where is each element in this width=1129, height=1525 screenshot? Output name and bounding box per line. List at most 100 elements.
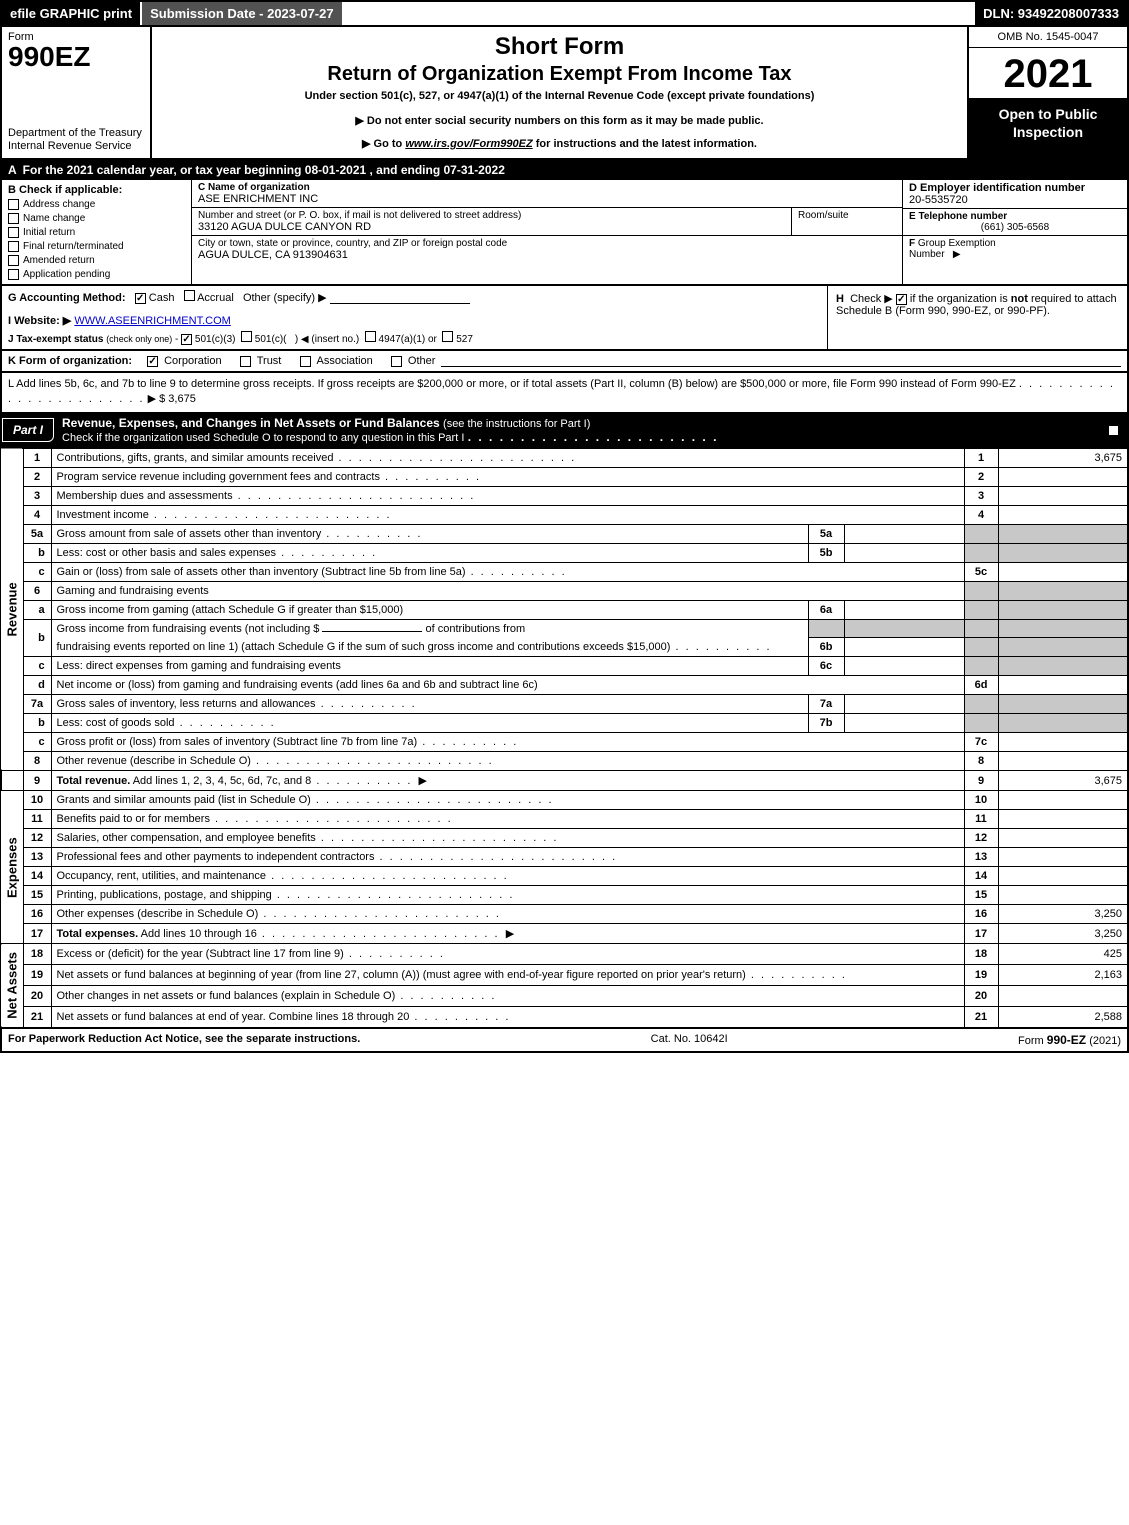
ein-row: D Employer identification number 20-5535… [903, 180, 1127, 209]
room-cell: Room/suite [792, 208, 902, 235]
checkbox-icon [8, 227, 19, 238]
side-label-expenses: Expenses [1, 791, 23, 944]
return-title: Return of Organization Exempt From Incom… [160, 63, 959, 86]
city-value: AGUA DULCE, CA 913904631 [198, 249, 896, 261]
j-row: J Tax-exempt status (check only one) - 5… [8, 331, 821, 345]
checkbox-icon [391, 356, 402, 367]
part-i-title: Revenue, Expenses, and Changes in Net As… [54, 412, 1108, 448]
chk-amended-return[interactable]: Amended return [8, 255, 185, 266]
l-text: L Add lines 5b, 6c, and 7b to line 9 to … [8, 378, 1016, 390]
line-9: 9 Total revenue. Add lines 1, 2, 3, 4, 5… [1, 771, 1128, 791]
b-label: B Check if applicable: [8, 184, 185, 196]
line-20: 20 Other changes in net assets or fund b… [1, 986, 1128, 1007]
side-label-revenue: Revenue [1, 448, 23, 771]
part-i-table: Revenue 1 Contributions, gifts, grants, … [0, 448, 1129, 1028]
footer-right: Form 990-EZ (2021) [1018, 1033, 1121, 1047]
checkbox-icon [8, 255, 19, 266]
line-2: 2 Program service revenue including gove… [1, 467, 1128, 486]
line-1: Revenue 1 Contributions, gifts, grants, … [1, 448, 1128, 467]
room-label: Room/suite [798, 210, 896, 221]
checkbox-icon [896, 294, 907, 305]
line-5a: 5a Gross amount from sale of assets othe… [1, 524, 1128, 543]
h-row: H Check ▶ if the organization is not req… [827, 286, 1127, 349]
form-header: Form 990EZ Department of the Treasury In… [0, 25, 1129, 160]
website-link[interactable]: WWW.ASEENRICHMENT.COM [74, 315, 230, 327]
chk-initial-return[interactable]: Initial return [8, 227, 185, 238]
city-label: City or town, state or province, country… [198, 238, 896, 249]
line-14: 14 Occupancy, rent, utilities, and maint… [1, 867, 1128, 886]
omb-number: OMB No. 1545-0047 [969, 27, 1127, 48]
header-left: Form 990EZ Department of the Treasury In… [2, 27, 152, 158]
l-amount-label: ▶ $ [148, 393, 169, 405]
header-center: Short Form Return of Organization Exempt… [152, 27, 967, 158]
row-a-letter: A [8, 163, 17, 177]
ein-value: 20-5535720 [909, 194, 1121, 206]
checkbox-icon [8, 213, 19, 224]
group-exemption-label: F Group ExemptionNumber ▶ [909, 238, 1121, 260]
line-6a: a Gross income from gaming (attach Sched… [1, 600, 1128, 619]
efile-label[interactable]: efile GRAPHIC print [2, 2, 140, 25]
side-label-netassets: Net Assets [1, 944, 23, 1028]
row-a-text: For the 2021 calendar year, or tax year … [23, 163, 505, 177]
line-15: 15 Printing, publications, postage, and … [1, 886, 1128, 905]
line-5b: b Less: cost or other basis and sales ex… [1, 543, 1128, 562]
chk-final-return[interactable]: Final return/terminated [8, 241, 185, 252]
street-cell: Number and street (or P. O. box, if mail… [192, 208, 792, 235]
line-21: 21 Net assets or fund balances at end of… [1, 1007, 1128, 1028]
footer-left: For Paperwork Reduction Act Notice, see … [8, 1033, 360, 1047]
ein-label: D Employer identification number [909, 182, 1121, 194]
org-name-label: C Name of organization [198, 182, 896, 193]
line-4: 4 Investment income 4 [1, 505, 1128, 524]
line-7a: 7a Gross sales of inventory, less return… [1, 695, 1128, 714]
checkbox-icon [135, 293, 146, 304]
line-17: 17 Total expenses. Add lines 10 through … [1, 924, 1128, 944]
line-19: 19 Net assets or fund balances at beginn… [1, 965, 1128, 986]
line-18: Net Assets 18 Excess or (deficit) for th… [1, 944, 1128, 965]
part-i-schedule-o-check[interactable] [1108, 424, 1127, 436]
checkbox-icon [181, 334, 192, 345]
info-grid: B Check if applicable: Address change Na… [0, 180, 1129, 286]
line-6: 6 Gaming and fundraising events [1, 581, 1128, 600]
goto-text: ▶ Go to www.irs.gov/Form990EZ for instru… [160, 137, 959, 150]
checkbox-icon [1108, 425, 1119, 436]
checkbox-icon [147, 356, 158, 367]
chk-address-change[interactable]: Address change [8, 199, 185, 210]
chk-application-pending[interactable]: Application pending [8, 269, 185, 280]
city-row: City or town, state or province, country… [192, 236, 902, 284]
checkbox-icon [184, 290, 195, 301]
goto-link[interactable]: www.irs.gov/Form990EZ [405, 138, 532, 150]
g-row: G Accounting Method: Cash Accrual Other … [8, 290, 821, 304]
line-6b-2: fundraising events reported on line 1) (… [1, 638, 1128, 657]
checkbox-icon [8, 241, 19, 252]
line-16: 16 Other expenses (describe in Schedule … [1, 905, 1128, 924]
col-c: C Name of organization ASE ENRICHMENT IN… [192, 180, 902, 284]
submission-date: Submission Date - 2023-07-27 [140, 2, 342, 25]
i-row: I Website: ▶ WWW.ASEENRICHMENT.COM [8, 314, 821, 327]
phone-row: E Telephone number (661) 305-6568 [903, 209, 1127, 236]
line-6b-1: b Gross income from fundraising events (… [1, 619, 1128, 638]
phone-label: E Telephone number [909, 211, 1121, 222]
org-name-value: ASE ENRICHMENT INC [198, 193, 896, 205]
col-b: B Check if applicable: Address change Na… [2, 180, 192, 284]
mid-left: G Accounting Method: Cash Accrual Other … [2, 286, 827, 349]
line-3: 3 Membership dues and assessments 3 [1, 486, 1128, 505]
checkbox-icon [240, 356, 251, 367]
checkbox-icon [241, 331, 252, 342]
row-a: A For the 2021 calendar year, or tax year… [0, 160, 1129, 180]
footer-center: Cat. No. 10642I [360, 1033, 1018, 1047]
line-10: Expenses 10 Grants and similar amounts p… [1, 791, 1128, 810]
dln-label: DLN: 93492208007333 [975, 2, 1127, 25]
street-row: Number and street (or P. O. box, if mail… [192, 208, 902, 236]
line-7b: b Less: cost of goods sold 7b [1, 714, 1128, 733]
mid-block: G Accounting Method: Cash Accrual Other … [0, 286, 1129, 351]
top-bar: efile GRAPHIC print Submission Date - 20… [0, 0, 1129, 25]
chk-name-change[interactable]: Name change [8, 213, 185, 224]
under-section-text: Under section 501(c), 527, or 4947(a)(1)… [160, 90, 959, 102]
k-row: K Form of organization: Corporation Trus… [0, 351, 1129, 373]
topbar-spacer [342, 2, 976, 25]
line-13: 13 Professional fees and other payments … [1, 848, 1128, 867]
phone-value: (661) 305-6568 [909, 222, 1121, 233]
line-5c: c Gain or (loss) from sale of assets oth… [1, 562, 1128, 581]
goto-post: for instructions and the latest informat… [533, 138, 757, 150]
part-i-label: Part I [2, 418, 54, 442]
